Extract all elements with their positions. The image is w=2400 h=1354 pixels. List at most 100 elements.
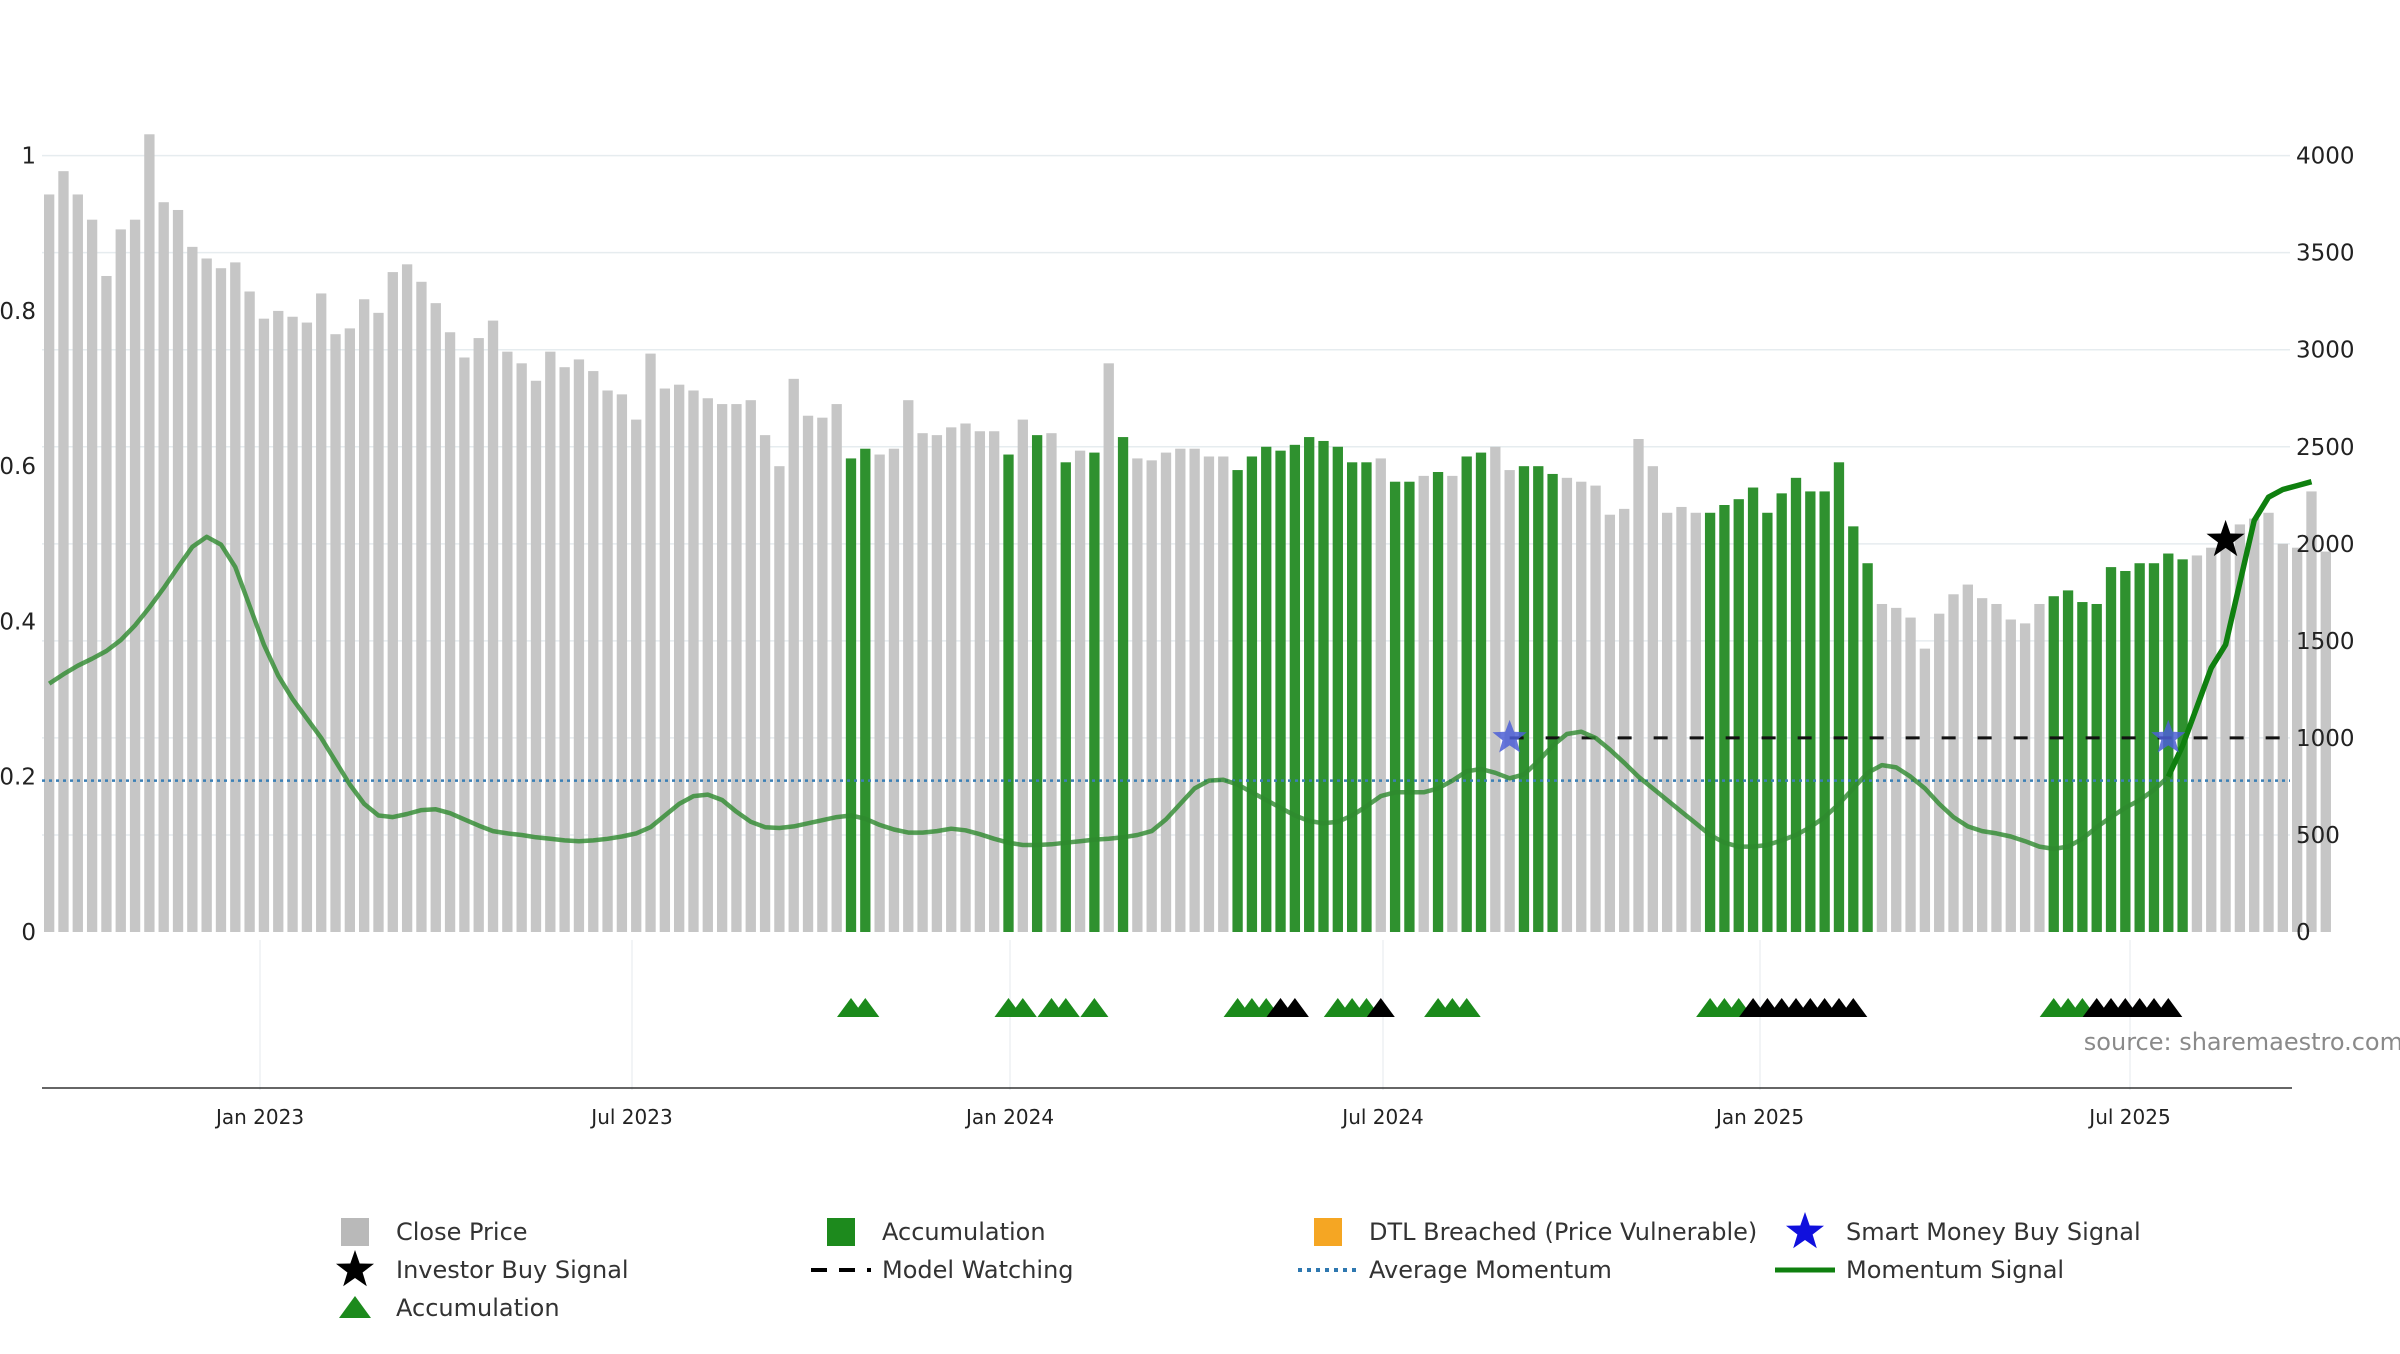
- close-price-bar: [330, 334, 341, 932]
- close-price-bar: [387, 272, 398, 932]
- accumulation-bar: [1404, 481, 1415, 932]
- close-price-bar: [373, 312, 384, 933]
- close-price-bar: [616, 394, 628, 933]
- close-price-bar: [230, 262, 241, 932]
- close-price-bar: [2249, 518, 2260, 932]
- close-price-bar: [1504, 470, 1515, 932]
- accumulation-bar: [1432, 472, 1444, 932]
- close-price-bar: [1103, 363, 1114, 933]
- legend-label: Accumulation: [882, 1218, 1046, 1246]
- close-price-bar: [2277, 543, 2288, 932]
- x-axis-tick-label: Jul 2023: [589, 1105, 672, 1129]
- close-price-bar: [888, 448, 900, 932]
- signal-triangle: [1366, 998, 1395, 1017]
- accumulation-bar: [1389, 481, 1401, 932]
- accumulation-bar: [1031, 435, 1043, 932]
- close-price-bar: [1074, 450, 1086, 932]
- legend-label: Model Watching: [882, 1256, 1074, 1284]
- close-price-bar: [645, 353, 656, 932]
- accumulation-bar: [1747, 487, 1759, 932]
- close-price-bar: [831, 404, 842, 932]
- accumulation-triangle: [1051, 998, 1080, 1017]
- close-price-bar: [86, 219, 98, 932]
- close-price-bar: [659, 388, 671, 933]
- close-price-bar: [129, 219, 141, 932]
- accumulation-bar: [1862, 563, 1873, 932]
- accumulation-bar: [1246, 456, 1258, 932]
- right-axis-tick-label: 1000: [2296, 726, 2355, 752]
- close-price-bar: [588, 371, 599, 932]
- left-axis-tick-label: 0.6: [0, 454, 36, 480]
- close-price-bar: [774, 466, 785, 932]
- legend-marker-star: [1786, 1212, 1824, 1249]
- accumulation-triangle: [1080, 998, 1109, 1017]
- close-price-bar: [1619, 508, 1630, 932]
- close-price-bar: [258, 318, 270, 932]
- close-price-bar: [487, 320, 499, 932]
- close-price-bar: [1576, 481, 1587, 932]
- momentum-signal-line-active: [2165, 479, 2313, 778]
- close-price-bar: [1647, 466, 1658, 932]
- right-axis-tick-label: 3500: [2296, 241, 2355, 267]
- right-axis-tick-label: 500: [2296, 823, 2340, 849]
- accumulation-bar: [860, 448, 871, 932]
- accumulation-bar: [2120, 570, 2131, 932]
- close-price-bar: [1962, 584, 1973, 932]
- close-price-bar: [473, 338, 484, 933]
- accumulation-bar: [2091, 603, 2102, 932]
- close-price-bar: [946, 427, 957, 932]
- signal-triangle: [2154, 998, 2183, 1017]
- accumulation-bar: [1848, 526, 1859, 932]
- close-price-bar: [874, 454, 885, 932]
- signal-triangle: [1280, 998, 1309, 1017]
- close-price-bar: [716, 404, 728, 932]
- accumulation-bar: [2077, 602, 2088, 932]
- close-price-bar: [115, 229, 126, 932]
- accumulation-bar: [1461, 456, 1472, 932]
- close-price-bar: [2234, 524, 2246, 932]
- right-axis-tick-label: 2000: [2296, 532, 2355, 558]
- accumulation-bar: [1332, 446, 1343, 932]
- close-price-bar: [44, 194, 55, 933]
- close-price-bar: [459, 357, 470, 932]
- accumulation-bar: [1275, 450, 1286, 932]
- close-price-bar: [1132, 458, 1143, 932]
- close-price-bar: [101, 275, 112, 932]
- close-price-bar: [702, 398, 713, 932]
- close-price-bar: [1218, 456, 1229, 932]
- accumulation-bar: [1475, 452, 1487, 932]
- legend-label: Investor Buy Signal: [396, 1256, 629, 1284]
- close-price-bar: [1661, 512, 1673, 932]
- momentum-signal-line: [47, 534, 2170, 852]
- close-price-bar: [1676, 506, 1687, 932]
- smart-money-buy-signal: [2151, 719, 2186, 753]
- close-price-bar: [530, 380, 542, 932]
- source-label: source: sharemaestro.com: [2084, 1028, 2400, 1056]
- accumulation-bar: [1232, 470, 1243, 932]
- close-price-bar: [545, 351, 556, 932]
- close-price-bar: [903, 400, 914, 932]
- accumulation-bar: [1533, 466, 1544, 932]
- legend-marker-square: [341, 1218, 369, 1246]
- accumulation-bar: [1733, 499, 1744, 932]
- accumulation-bar: [1790, 477, 1802, 932]
- accumulation-bar: [1117, 437, 1129, 932]
- close-price-bar: [1690, 512, 1701, 932]
- accumulation-bar: [1089, 452, 1100, 932]
- x-axis-tick-label: Jul 2024: [1340, 1105, 1423, 1129]
- close-price-bar: [144, 134, 155, 932]
- close-price-bar: [2206, 547, 2217, 932]
- close-price-bar: [1046, 433, 1057, 932]
- close-price-bar: [2320, 551, 2331, 932]
- left-axis-tick-label: 0.2: [0, 765, 36, 791]
- right-axis-tick-label: 4000: [2296, 144, 2355, 170]
- close-price-bar: [1976, 598, 1988, 932]
- close-price-bar: [201, 258, 212, 933]
- close-price-bar: [273, 310, 284, 933]
- legend-marker-square: [827, 1218, 855, 1246]
- close-price-bar: [1876, 603, 1888, 932]
- close-price-bar: [1934, 613, 1945, 932]
- left-axis-tick-label: 0.8: [0, 299, 36, 325]
- close-price-bar: [759, 435, 771, 932]
